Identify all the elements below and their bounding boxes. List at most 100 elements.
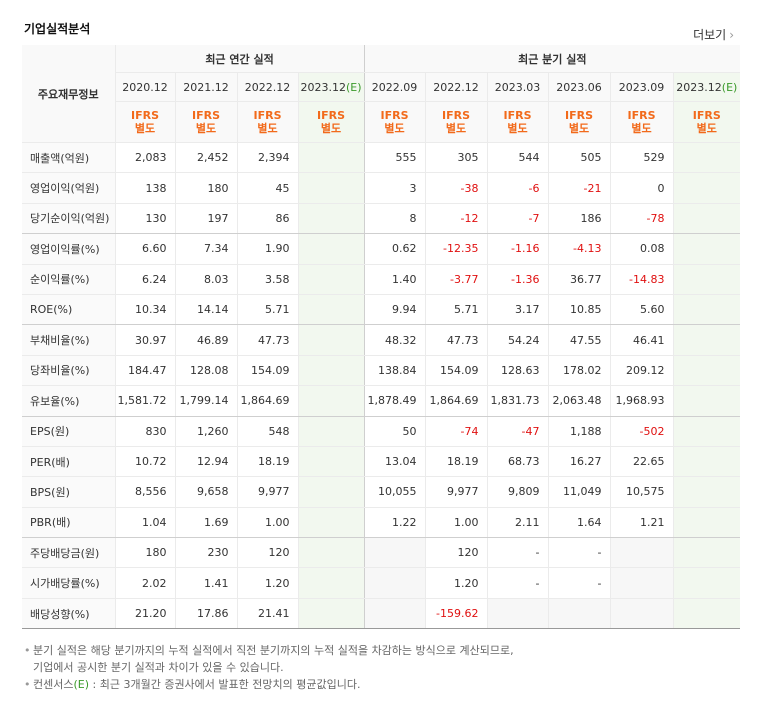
cell <box>297 567 365 599</box>
cell: 21.41 <box>236 598 298 630</box>
cell <box>363 598 426 630</box>
cell: 1.41 <box>174 567 237 599</box>
cell: - <box>486 567 549 599</box>
cell: 128.08 <box>174 355 237 387</box>
column-date: 2023.12 <box>676 80 722 94</box>
row-label: 당기순이익(억원) <box>22 203 115 235</box>
cell: 10,575 <box>609 476 674 508</box>
cell: - <box>547 567 611 599</box>
row-label: 당좌비율(%) <box>22 355 115 387</box>
cell: 6.24 <box>114 264 175 295</box>
cell: -38 <box>424 172 488 204</box>
cell <box>672 172 741 204</box>
cell <box>672 385 741 417</box>
cell: 128.63 <box>486 355 549 387</box>
cell: -7 <box>486 203 549 235</box>
cell: 184.47 <box>114 355 175 387</box>
column-header: 2023.06 <box>547 72 611 102</box>
cell <box>672 537 741 569</box>
cell: 1.90 <box>236 233 298 265</box>
cell: 45 <box>236 172 298 204</box>
more-link[interactable]: 더보기 <box>693 26 734 43</box>
cell <box>672 598 741 630</box>
cell: 8.03 <box>174 264 237 295</box>
cell: 1,878.49 <box>363 385 426 417</box>
row-label: 부채비율(%) <box>22 324 115 356</box>
standard-label: IFRS 별도 <box>486 101 549 143</box>
column-date: 2023.03 <box>494 80 541 94</box>
cell: 2.11 <box>486 507 549 539</box>
standard-label: IFRS 별도 <box>363 101 426 143</box>
cell: -12.35 <box>424 233 488 265</box>
data-row: 당기순이익(억원) 130 197 86 8 -12 -7 186 -78 <box>22 203 741 235</box>
cell: 548 <box>236 416 298 447</box>
cell: 180 <box>114 537 175 569</box>
cell <box>297 416 365 447</box>
cell: -12 <box>424 203 488 235</box>
cell: 1,260 <box>174 416 237 447</box>
row-label: PBR(배) <box>22 507 115 539</box>
cell: 1.04 <box>114 507 175 539</box>
cell <box>672 233 741 265</box>
cell: 2,394 <box>236 142 298 174</box>
cell <box>672 203 741 235</box>
data-row: BPS(원) 8,556 9,658 9,977 10,055 9,977 9,809 11,… <box>22 476 741 508</box>
data-row: 당좌비율(%) 184.47 128.08 154.09 138.84 154.09 128… <box>22 355 741 387</box>
cell <box>609 537 674 569</box>
column-date: 2023.06 <box>556 80 602 94</box>
cell <box>297 142 365 174</box>
row-label: BPS(원) <box>22 476 115 508</box>
standard-label: IFRS 별도 <box>174 101 237 143</box>
cell: 1.00 <box>424 507 488 539</box>
cell <box>297 507 365 539</box>
cell: 8 <box>363 203 426 235</box>
cell: -502 <box>609 416 674 447</box>
note-line: 컨센서스(E) : 최근 3개월간 증권사에서 발표한 전망치의 평균값입니다. <box>24 676 514 693</box>
cell: 47.73 <box>424 324 488 356</box>
cell: 22.65 <box>609 446 674 478</box>
cell: 21.20 <box>114 598 175 630</box>
cell <box>297 233 365 265</box>
cell: -6 <box>486 172 549 204</box>
group-header: 최근 연간 실적 <box>114 45 365 73</box>
column-header: 2023.09 <box>609 72 674 102</box>
cell <box>363 567 426 599</box>
cell: 54.24 <box>486 324 549 356</box>
row-label: ROE(%) <box>22 294 115 326</box>
cell: 17.86 <box>174 598 237 630</box>
cell <box>672 142 741 174</box>
corner-header: 주요재무정보 <box>22 45 115 143</box>
header-row: IFRS 별도 IFRS 별도 IFRS 별도 IFRS 별도 IFRS 별도 IFRS … <box>22 101 741 143</box>
cell: 2.02 <box>114 567 175 599</box>
cell <box>547 598 611 630</box>
cell: 16.27 <box>547 446 611 478</box>
cell <box>672 476 741 508</box>
cell: 1,799.14 <box>174 385 237 417</box>
cell <box>609 598 674 630</box>
cell: -21 <box>547 172 611 204</box>
data-row: PBR(배) 1.04 1.69 1.00 1.22 1.00 2.11 1.64 1.21 <box>22 507 741 539</box>
data-row: 영업이익(억원) 138 180 45 3 -38 -6 -21 0 <box>22 172 741 204</box>
cell: 14.14 <box>174 294 237 326</box>
standard-label: IFRS 별도 <box>114 101 175 143</box>
cell: 230 <box>174 537 237 569</box>
data-row: EPS(원) 830 1,260 548 50 -74 -47 1,188 -502 <box>22 416 741 447</box>
column-date: 2023.09 <box>618 80 665 94</box>
data-row: 배당성향(%) 21.20 17.86 21.41 -159.62 <box>22 598 741 630</box>
cell: -14.83 <box>609 264 674 295</box>
cell: 138 <box>114 172 175 204</box>
group-header: 최근 분기 실적 <box>363 45 741 73</box>
note-line: 분기 실적은 해당 분기까지의 누적 실적에서 직전 분기까지의 누적 실적을 … <box>24 642 514 659</box>
estimate-mark: (E) <box>721 80 738 94</box>
row-label: 매출액(억원) <box>22 142 115 174</box>
cell: 3 <box>363 172 426 204</box>
cell: 555 <box>363 142 426 174</box>
cell: 3.17 <box>486 294 549 326</box>
cell: 5.60 <box>609 294 674 326</box>
cell <box>297 537 365 569</box>
cell <box>297 355 365 387</box>
cell: 50 <box>363 416 426 447</box>
cell: 1.21 <box>609 507 674 539</box>
standard-label: IFRS 별도 <box>609 101 674 143</box>
